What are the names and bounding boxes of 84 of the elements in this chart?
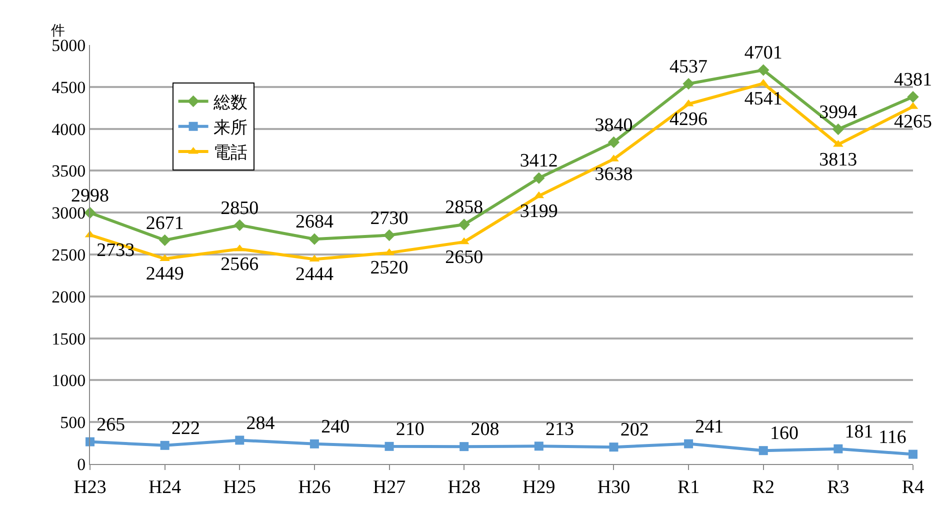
data-label: 4265 xyxy=(894,111,932,132)
point xyxy=(234,219,246,232)
point xyxy=(834,444,843,454)
data-label: 2858 xyxy=(445,197,484,218)
point xyxy=(609,442,618,452)
data-label: 3840 xyxy=(594,114,633,136)
data-label: 3994 xyxy=(819,102,858,123)
point xyxy=(383,229,396,242)
y-tick-label: 4000 xyxy=(52,120,86,139)
data-label: 160 xyxy=(770,423,798,444)
point xyxy=(384,248,394,256)
point xyxy=(684,439,694,448)
x-tick-label: R3 xyxy=(827,476,850,498)
data-label: 2566 xyxy=(220,254,259,275)
data-label: 210 xyxy=(396,419,424,440)
data-label: 4296 xyxy=(670,108,708,130)
y-tick-label: 1500 xyxy=(52,329,86,348)
point xyxy=(832,123,844,136)
data-label: 2684 xyxy=(295,212,334,233)
y-tick-label: 1000 xyxy=(52,371,86,390)
data-label: 3412 xyxy=(520,150,558,172)
point xyxy=(608,136,620,148)
data-label: 4537 xyxy=(670,56,708,78)
data-label: 2998 xyxy=(71,185,109,206)
data-label: 213 xyxy=(546,418,574,440)
x-tick-label: R4 xyxy=(902,476,925,498)
x-tick-label: H29 xyxy=(522,476,556,498)
data-label: 3199 xyxy=(520,200,558,222)
data-label: 265 xyxy=(96,414,126,436)
x-tick-label: R2 xyxy=(752,476,774,498)
point xyxy=(908,450,918,459)
data-label: 241 xyxy=(695,416,724,438)
point xyxy=(758,446,768,456)
point xyxy=(682,78,694,90)
x-tick-label: H26 xyxy=(298,476,331,498)
data-label: 2850 xyxy=(220,198,259,219)
y-tick-label: 500 xyxy=(60,413,86,432)
y-tick-label: 3000 xyxy=(52,204,86,223)
data-label: 240 xyxy=(321,416,350,438)
data-label: 202 xyxy=(620,420,649,441)
x-tick-label: H24 xyxy=(148,476,182,498)
data-label: 3638 xyxy=(594,164,633,186)
y-tick-label: 4500 xyxy=(52,78,86,97)
x-tick-label: H27 xyxy=(372,476,406,498)
point xyxy=(907,91,919,103)
data-label: 4541 xyxy=(744,88,782,110)
data-label: 181 xyxy=(844,421,874,442)
data-label: 284 xyxy=(246,412,276,434)
point xyxy=(384,442,394,451)
point xyxy=(160,440,170,450)
point xyxy=(534,442,544,451)
point xyxy=(458,218,470,230)
data-label: 2444 xyxy=(295,264,334,286)
data-label: 116 xyxy=(878,426,906,448)
data-label: 2733 xyxy=(96,240,135,261)
point xyxy=(158,234,171,246)
x-tick-label: R1 xyxy=(677,476,700,498)
data-label: 2520 xyxy=(370,258,408,279)
point xyxy=(308,233,320,245)
data-label: 2730 xyxy=(370,208,408,229)
point xyxy=(235,436,244,445)
point xyxy=(460,442,469,452)
data-label: 208 xyxy=(470,419,500,440)
y-tick-label: 3500 xyxy=(52,162,86,181)
x-tick-label: H23 xyxy=(74,476,106,498)
y-tick-label: 0 xyxy=(77,454,86,474)
point xyxy=(758,64,770,76)
data-label: 2671 xyxy=(146,212,184,234)
x-tick-label: H30 xyxy=(597,476,630,498)
legend-label: 電話 xyxy=(213,143,248,162)
x-tick-label: H25 xyxy=(223,476,256,498)
data-label: 2650 xyxy=(445,246,484,268)
y-tick-label: 2500 xyxy=(52,245,86,264)
data-label: 2449 xyxy=(146,264,184,285)
y-tick-label: 2000 xyxy=(52,287,86,306)
data-label: 222 xyxy=(171,418,200,440)
legend-label: 総数 xyxy=(212,92,248,112)
point xyxy=(310,439,319,448)
legend-label: 来所 xyxy=(213,118,248,137)
data-label: 3813 xyxy=(819,149,858,170)
data-label: 4701 xyxy=(744,42,782,64)
data-label: 4381 xyxy=(894,69,932,90)
point xyxy=(533,172,545,184)
x-tick-label: H28 xyxy=(448,476,480,498)
